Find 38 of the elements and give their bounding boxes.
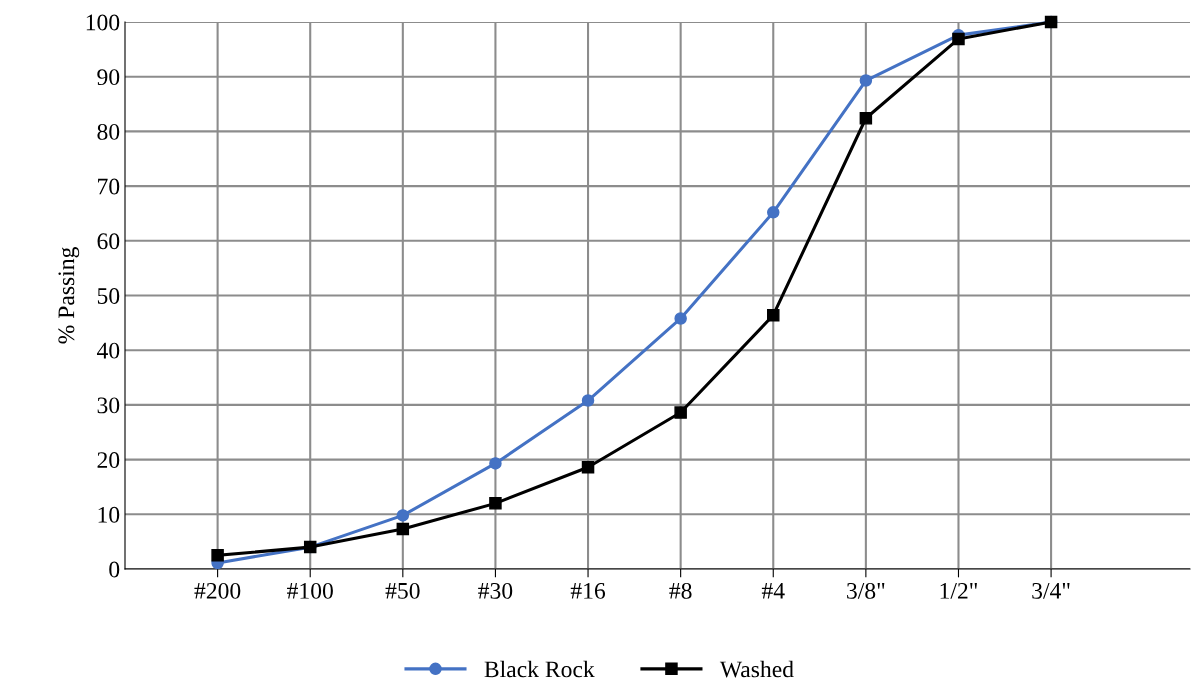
legend-label: Washed bbox=[719, 660, 794, 678]
x-tick-label: 1/2" bbox=[940, 582, 977, 599]
point bbox=[396, 522, 410, 536]
point bbox=[767, 308, 780, 322]
y-tick-label: 30 bbox=[97, 397, 120, 414]
y-tick-label: 60 bbox=[97, 233, 120, 250]
point bbox=[674, 312, 687, 325]
legend-label: Black Rock bbox=[484, 660, 595, 678]
x-tick-label: #100 bbox=[287, 582, 333, 599]
point bbox=[859, 74, 873, 87]
point bbox=[581, 394, 595, 407]
y-tick-label: 90 bbox=[97, 69, 120, 86]
x-tick-label: #30 bbox=[478, 582, 513, 599]
point bbox=[211, 549, 224, 562]
y-tick-label: 100 bbox=[86, 14, 120, 31]
point bbox=[489, 457, 502, 470]
x-tick-label: 3/8" bbox=[847, 582, 885, 599]
point bbox=[952, 32, 965, 46]
x-tick-label: #200 bbox=[194, 582, 241, 599]
y-tick-label: 50 bbox=[97, 287, 120, 304]
x-tick-label: #50 bbox=[385, 582, 420, 599]
y-tick-label: 40 bbox=[96, 342, 120, 359]
point bbox=[859, 112, 873, 125]
x-tick-label: #8 bbox=[669, 582, 692, 599]
y-axis-title: % Passing bbox=[58, 247, 80, 344]
x-tick-label: 3/4" bbox=[1032, 582, 1070, 599]
point bbox=[489, 497, 502, 510]
y-tick-label: 0 bbox=[109, 561, 120, 578]
x-tick-label: #4 bbox=[761, 583, 785, 599]
point bbox=[581, 461, 595, 474]
point bbox=[767, 206, 780, 219]
y-tick-label: 20 bbox=[97, 452, 120, 469]
y-tick-label: 80 bbox=[97, 123, 120, 140]
x-tick-label: #16 bbox=[570, 582, 606, 599]
point bbox=[674, 406, 687, 419]
y-tick-label: 10 bbox=[98, 506, 120, 523]
point bbox=[396, 509, 410, 522]
y-tick-label: 70 bbox=[98, 178, 120, 195]
